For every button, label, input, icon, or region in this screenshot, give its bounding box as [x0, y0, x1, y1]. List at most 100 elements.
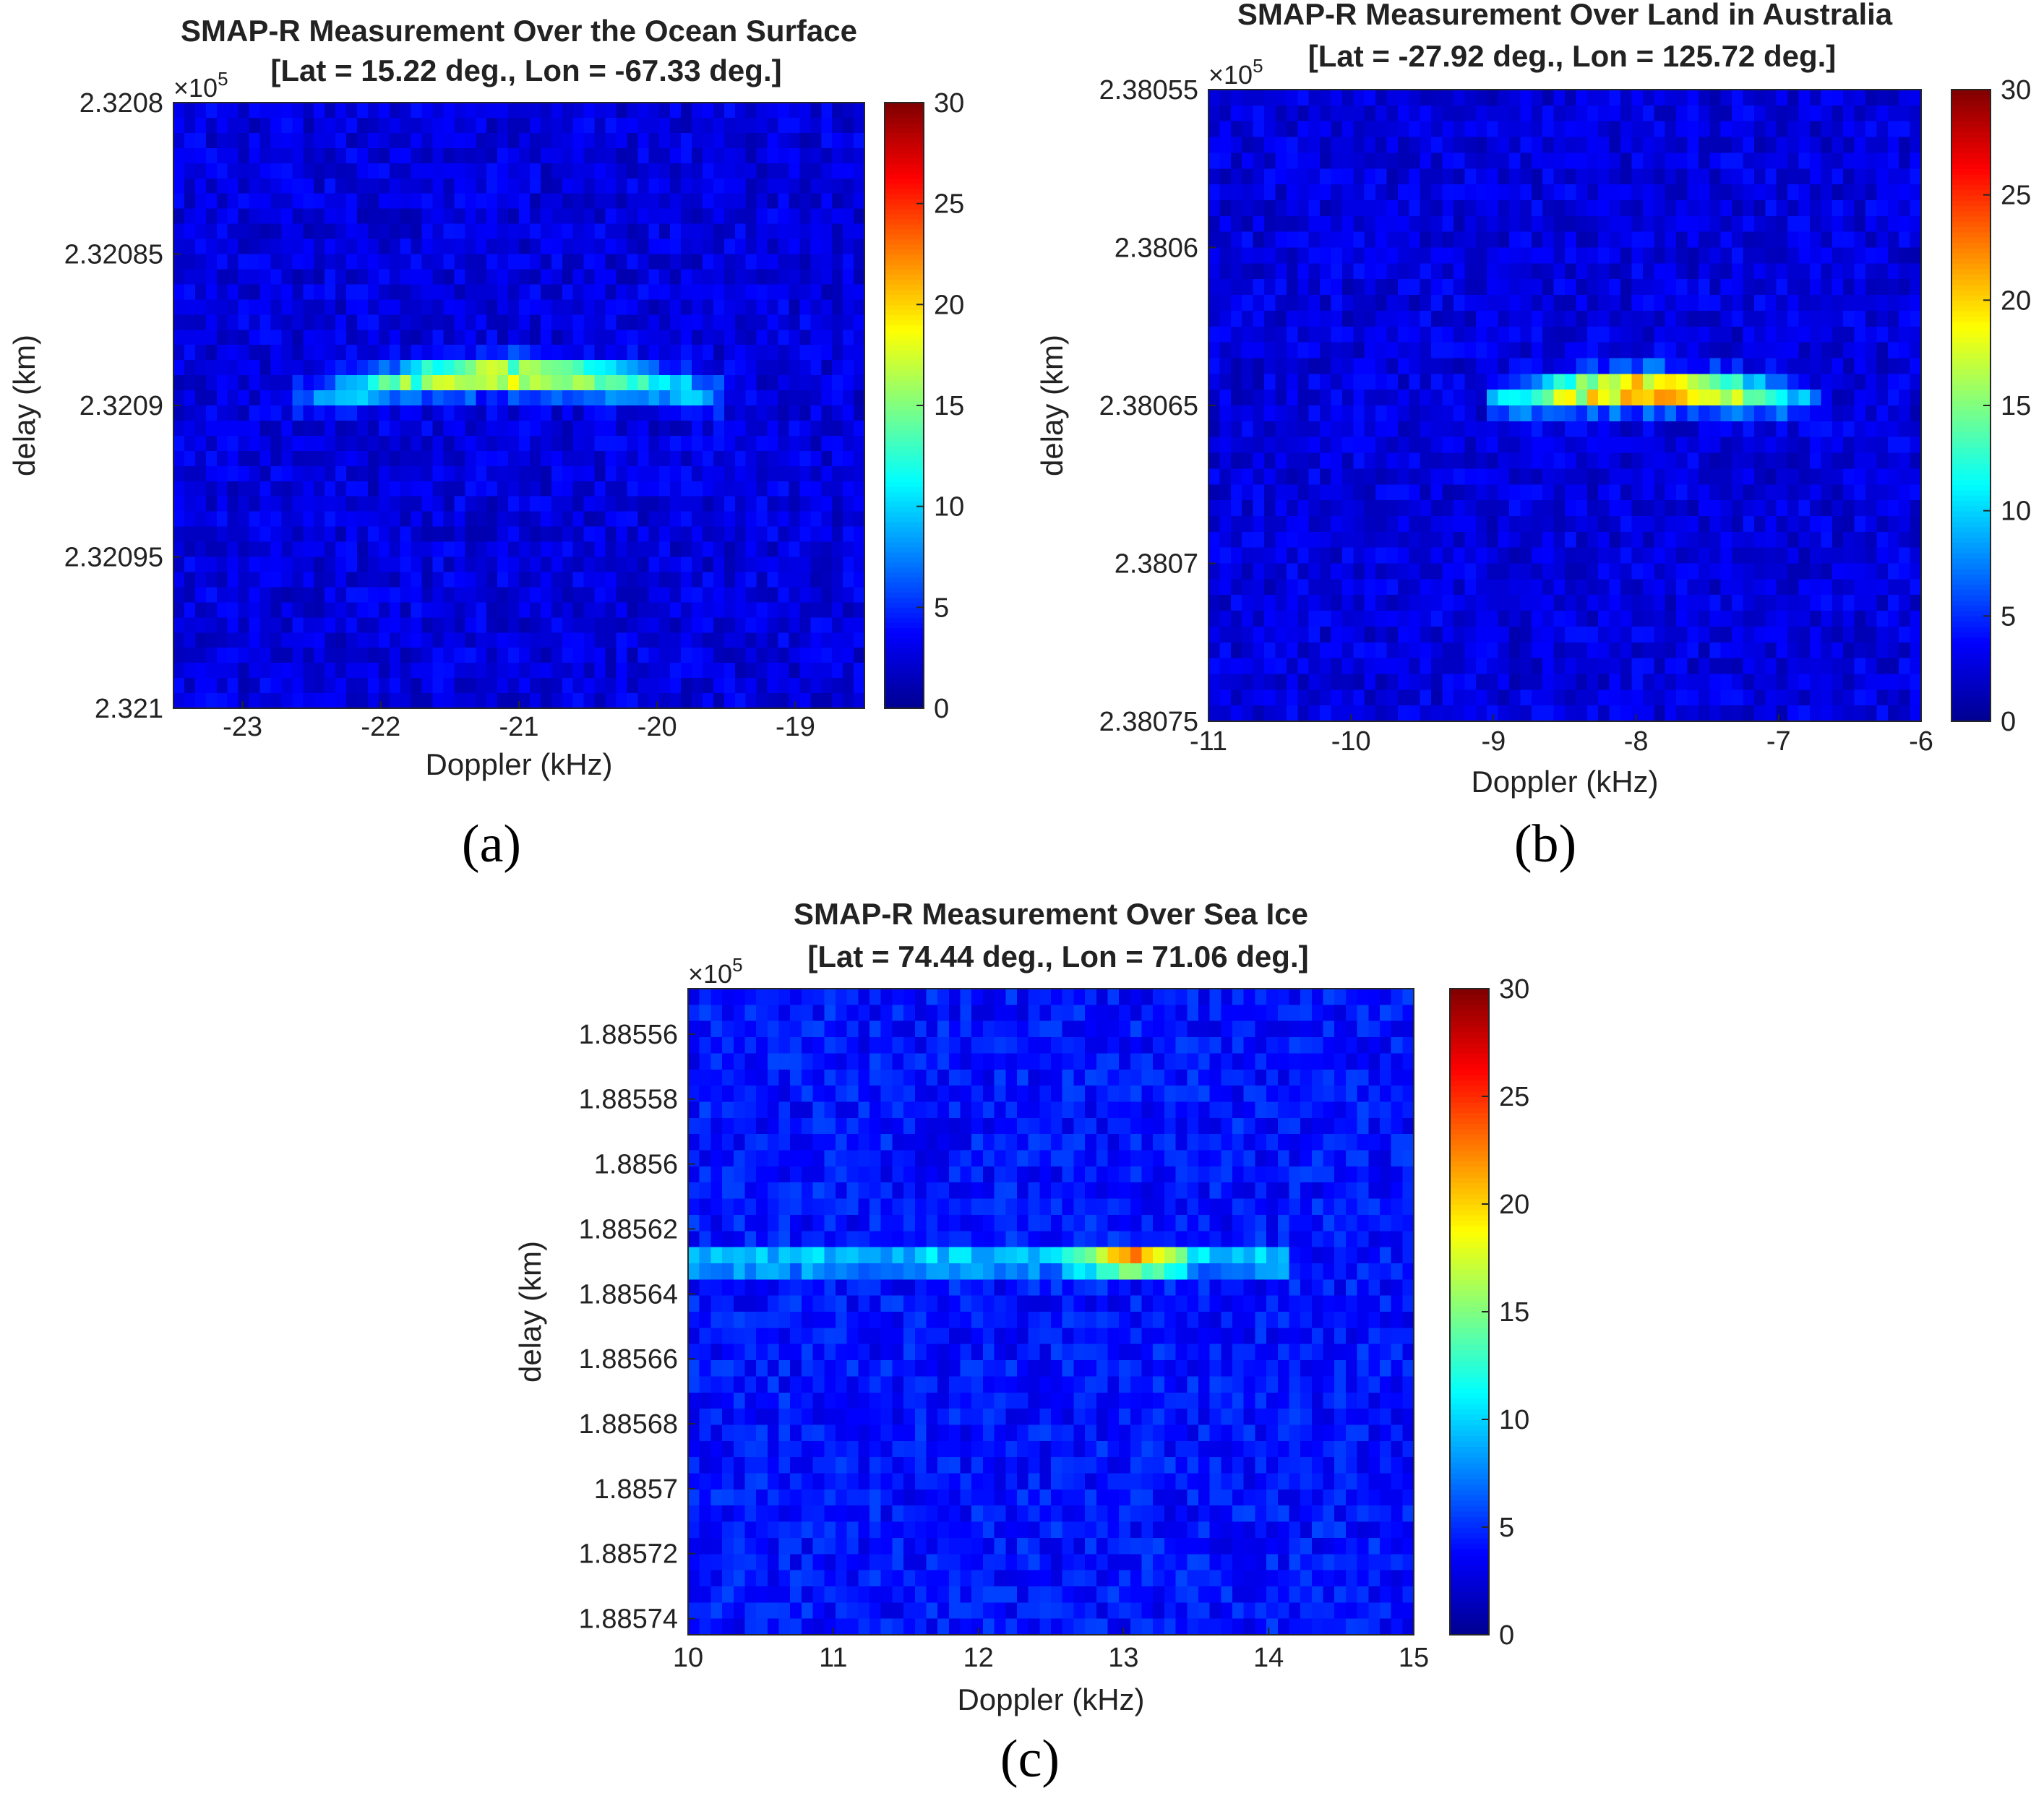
heatmap-cell	[1431, 421, 1443, 438]
heatmap-cell	[1442, 531, 1454, 549]
colorbar-segment	[885, 112, 924, 119]
heatmap-cell	[832, 511, 843, 528]
heatmap-cell	[1308, 595, 1321, 611]
heatmap-cell	[1230, 326, 1242, 343]
heatmap-cell	[1431, 484, 1443, 501]
heatmap-cell	[1275, 452, 1287, 469]
heatmap-cell	[227, 572, 239, 588]
heatmap-cell	[303, 314, 314, 330]
heatmap-cell	[1386, 405, 1399, 422]
heatmap-cell	[1910, 500, 1922, 517]
heatmap-cell	[1264, 247, 1276, 264]
heatmap-cell	[1409, 595, 1421, 611]
heatmap-cell	[1475, 515, 1487, 533]
heatmap-cell	[346, 238, 358, 255]
heatmap-cell	[778, 617, 790, 633]
heatmap-cell	[486, 208, 498, 225]
heatmap-cell	[303, 375, 314, 391]
heatmap-cell	[497, 117, 509, 134]
heatmap-cell	[356, 314, 369, 330]
heatmap-cell	[238, 556, 250, 573]
heatmap-cell	[1798, 90, 1811, 106]
heatmap-cell	[476, 693, 487, 709]
heatmap-cell	[314, 178, 325, 194]
colorbar-segment	[885, 355, 924, 361]
heatmap-cell	[1565, 626, 1577, 643]
heatmap-cell	[519, 617, 531, 633]
heatmap-cell	[1576, 531, 1588, 549]
heatmap-cell	[454, 223, 465, 240]
heatmap-cell	[1565, 437, 1577, 454]
heatmap-cell	[508, 345, 520, 361]
heatmap-cell	[1286, 310, 1298, 327]
heatmap-cell	[249, 587, 261, 603]
heatmap-cell	[1910, 215, 1922, 233]
heatmap-cell	[1753, 342, 1766, 359]
heatmap-cell	[843, 465, 854, 482]
heatmap-cell	[594, 678, 606, 694]
heatmap-cell	[194, 360, 207, 376]
heatmap-cell	[1331, 563, 1343, 580]
colorbar-segment	[885, 648, 924, 653]
heatmap-cell	[194, 314, 207, 330]
heatmap-cell	[508, 360, 520, 376]
heatmap-cell	[659, 117, 671, 134]
heatmap-cell	[616, 587, 627, 603]
heatmap-cell	[1264, 231, 1276, 249]
heatmap-cell	[854, 269, 865, 285]
heatmap-cell	[734, 541, 747, 558]
chart-panel-land: -11 -10 -9 -8 -7 -62.380552.38062.380652.3807…	[1035, 0, 2031, 874]
heatmap-cell	[1498, 626, 1510, 643]
heatmap-cell	[1654, 184, 1666, 201]
heatmap-cell	[789, 284, 800, 300]
heatmap-cell	[681, 254, 692, 270]
heatmap-cell	[400, 299, 412, 315]
heatmap-cell	[1286, 121, 1298, 138]
heatmap-cell	[1420, 279, 1432, 296]
heatmap-cell	[832, 405, 843, 421]
heatmap-cell	[1475, 326, 1487, 343]
heatmap-cell	[789, 496, 800, 512]
heatmap-cell	[1709, 484, 1722, 501]
heatmap-cell	[799, 375, 811, 391]
heatmap-cell	[1776, 263, 1788, 280]
heatmap-cell	[1698, 626, 1710, 643]
heatmap-cell	[583, 254, 596, 270]
heatmap-cell	[1531, 121, 1543, 138]
heatmap-cell	[529, 390, 541, 406]
heatmap-cell	[1308, 421, 1321, 438]
heatmap-cell	[1654, 515, 1666, 533]
heatmap-cell	[659, 254, 671, 270]
heatmap-cell	[497, 435, 509, 452]
heatmap-cell	[1910, 390, 1922, 406]
heatmap-cell	[1308, 437, 1321, 454]
heatmap-cell	[1665, 452, 1677, 469]
heatmap-cell	[259, 314, 272, 330]
heatmap-cell	[465, 617, 476, 633]
y-exponent-label: ×105	[173, 68, 228, 103]
heatmap-cell	[1576, 310, 1588, 327]
heatmap-cell	[497, 390, 509, 406]
heatmap-cell	[1242, 421, 1254, 438]
heatmap-cell	[1698, 90, 1710, 106]
heatmap-cell	[1431, 515, 1443, 533]
heatmap-cell	[1386, 152, 1399, 169]
heatmap-cell	[1364, 295, 1376, 311]
heatmap-cell	[1910, 421, 1922, 438]
heatmap-cell	[1876, 611, 1889, 627]
heatmap-cell	[497, 163, 509, 179]
heatmap-cell	[1609, 279, 1621, 296]
heatmap-cell	[1219, 326, 1232, 343]
heatmap-cell	[778, 147, 790, 164]
heatmap-cell	[1642, 421, 1654, 438]
heatmap-cell	[799, 223, 811, 240]
heatmap-cell	[1765, 626, 1777, 643]
heatmap-cell	[551, 345, 563, 361]
heatmap-cell	[314, 648, 325, 663]
heatmap-cell	[605, 556, 617, 573]
heatmap-cell	[1219, 121, 1232, 138]
heatmap-cell	[1230, 437, 1242, 454]
heatmap-cell	[173, 496, 185, 512]
heatmap-cell	[1709, 563, 1722, 580]
heatmap-cell	[1542, 595, 1555, 611]
